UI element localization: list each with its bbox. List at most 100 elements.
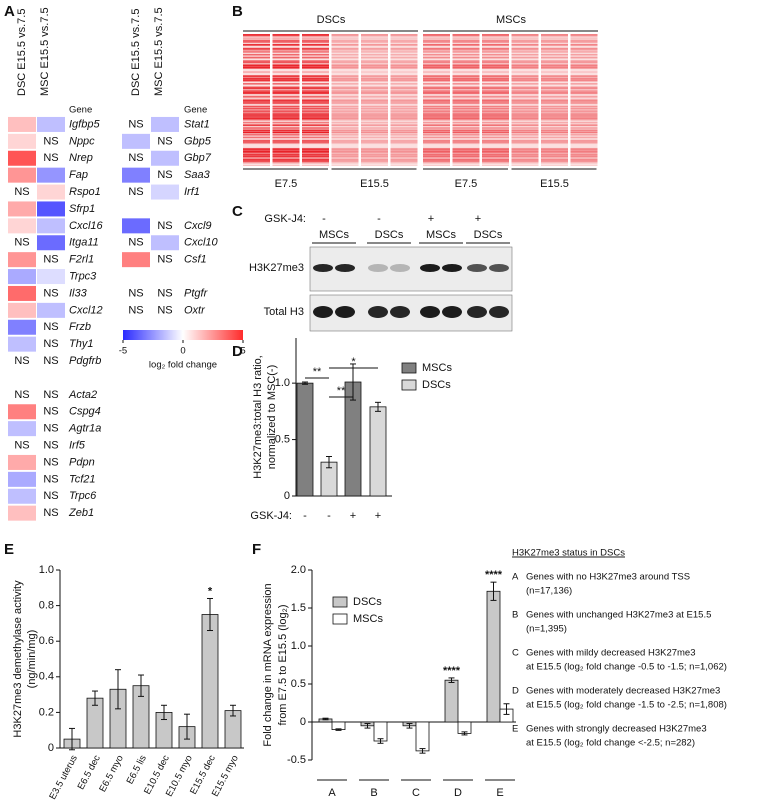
heatmap-cell xyxy=(8,302,36,318)
status-text: Genes with unchanged H3K27me3 at E15.5 xyxy=(526,610,711,621)
heatmap-cell xyxy=(8,471,36,487)
heatmap-cell xyxy=(37,184,65,200)
heatmap-cell xyxy=(8,488,36,504)
gene-name: Csf1 xyxy=(184,254,207,266)
bar xyxy=(486,590,501,723)
blot-band xyxy=(489,264,509,272)
heatmap-cell xyxy=(37,269,65,285)
panel-label: D xyxy=(232,343,243,360)
heatmap-cell xyxy=(8,252,36,268)
bar xyxy=(369,406,387,497)
ns-label: NS xyxy=(43,423,58,435)
y-tick-label: 2.0 xyxy=(291,564,306,576)
x-tick-label: B xyxy=(370,787,377,799)
status-letter: C xyxy=(512,648,519,659)
legend-label: DSCs xyxy=(353,596,382,608)
error-bar xyxy=(302,381,308,385)
gene-name: Itga11 xyxy=(69,237,99,249)
gene-name: Trpc6 xyxy=(69,490,97,502)
y-tick-label: 1.0 xyxy=(39,564,54,576)
blot-band xyxy=(420,264,440,272)
significance-label: * xyxy=(208,585,213,597)
heatmap-cell xyxy=(8,336,36,352)
status-letter: E xyxy=(512,724,518,735)
legend-swatch xyxy=(401,379,417,391)
y-tick-label: 0 xyxy=(300,716,306,728)
status-text: Genes with strongly decreased H3K27me3 xyxy=(526,724,707,735)
ns-label: NS xyxy=(128,287,143,299)
heatmap-cell xyxy=(151,235,179,251)
heatmap-cell xyxy=(37,218,65,234)
error-bar xyxy=(490,581,497,601)
heatmap-column-signal xyxy=(361,34,388,166)
error-bar xyxy=(448,677,455,683)
blot-label: H3K27me3 xyxy=(249,262,304,274)
heatmap-cell xyxy=(8,319,36,335)
error-bar xyxy=(461,731,468,736)
y-axis-label: normalized to MSC(-) xyxy=(266,365,278,470)
bar xyxy=(415,721,430,752)
gene-name: Cxcl10 xyxy=(184,237,219,249)
x-tick-label: - xyxy=(303,510,307,522)
ns-label: NS xyxy=(157,220,172,232)
column-header: DSC E15.5 vs.7.5 xyxy=(16,9,28,96)
gene-name: Nppc xyxy=(69,135,95,147)
error-bar xyxy=(364,723,371,729)
y-axis-label: Fold change in mRNA expression xyxy=(262,583,274,746)
heatmap-cell xyxy=(8,167,36,183)
gene-name: Igfbp5 xyxy=(69,118,100,130)
error-bar xyxy=(326,456,332,469)
error-bar xyxy=(322,717,329,721)
gene-name: Gbp7 xyxy=(184,152,212,164)
blot-band xyxy=(368,306,388,318)
heatmap-cell xyxy=(122,218,150,234)
status-text: Genes with no H3K27me3 around TSS xyxy=(526,572,690,583)
error-bar xyxy=(419,748,426,754)
ns-label: NS xyxy=(128,118,143,130)
heatmap-cell xyxy=(8,285,36,301)
blot-band xyxy=(390,264,410,272)
blot-band xyxy=(442,264,462,272)
heatmap-cell xyxy=(151,116,179,132)
gene-name: F2rl1 xyxy=(69,254,94,266)
y-tick-label: 0.6 xyxy=(39,635,54,647)
significance-label: ** xyxy=(337,385,346,397)
heatmap-cell xyxy=(8,133,36,149)
ns-label: NS xyxy=(128,186,143,198)
error-bar xyxy=(138,674,144,697)
bar xyxy=(296,382,314,497)
heatmap-column-signal xyxy=(452,34,480,166)
ns-label: NS xyxy=(128,237,143,249)
x-tick-label: D xyxy=(454,787,462,799)
status-letter: D xyxy=(512,686,519,697)
error-bar xyxy=(207,597,213,632)
gene-name: Saa3 xyxy=(184,169,211,181)
heatmap-cell xyxy=(37,235,65,251)
sample-label: DSCs xyxy=(375,229,404,241)
x-axis-label: GSK-J4: xyxy=(250,510,292,522)
y-tick-label: 0.2 xyxy=(39,706,54,718)
error-bar xyxy=(69,727,75,751)
treatment-sign: + xyxy=(475,213,481,225)
y-axis-label: H3K27me3:total H3 ratio, xyxy=(252,355,264,479)
ns-label: NS xyxy=(14,237,29,249)
y-tick-label: -0.5 xyxy=(287,754,306,766)
panel-label: A xyxy=(4,3,15,20)
gene-name: Fap xyxy=(69,169,88,181)
group-label: DSCs xyxy=(317,14,346,26)
y-tick-label: 0 xyxy=(48,742,54,754)
ns-label: NS xyxy=(128,304,143,316)
bar xyxy=(201,614,219,749)
gene-header: Gene xyxy=(69,105,92,116)
gene-name: Irf1 xyxy=(184,186,200,198)
gene-name: Frzb xyxy=(69,321,91,333)
error-bar xyxy=(161,704,167,721)
blot-band xyxy=(335,306,355,318)
ns-label: NS xyxy=(43,355,58,367)
heatmap-cell xyxy=(37,116,65,132)
ns-label: NS xyxy=(43,254,58,266)
heatmap-column-signal xyxy=(390,34,418,166)
y-tick-label: 0.4 xyxy=(39,671,54,683)
heatmap-column-signal xyxy=(331,34,359,166)
colorbar-tick-label: 0 xyxy=(180,346,185,357)
